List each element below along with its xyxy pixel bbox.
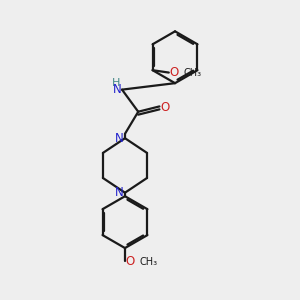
Text: N: N: [113, 83, 122, 96]
Text: CH₃: CH₃: [184, 68, 202, 78]
Text: H: H: [112, 78, 121, 88]
Text: O: O: [126, 255, 135, 268]
Text: CH₃: CH₃: [140, 257, 158, 267]
Text: O: O: [169, 66, 178, 79]
Text: N: N: [115, 132, 124, 145]
Text: O: O: [160, 101, 170, 114]
Text: N: N: [115, 186, 124, 199]
